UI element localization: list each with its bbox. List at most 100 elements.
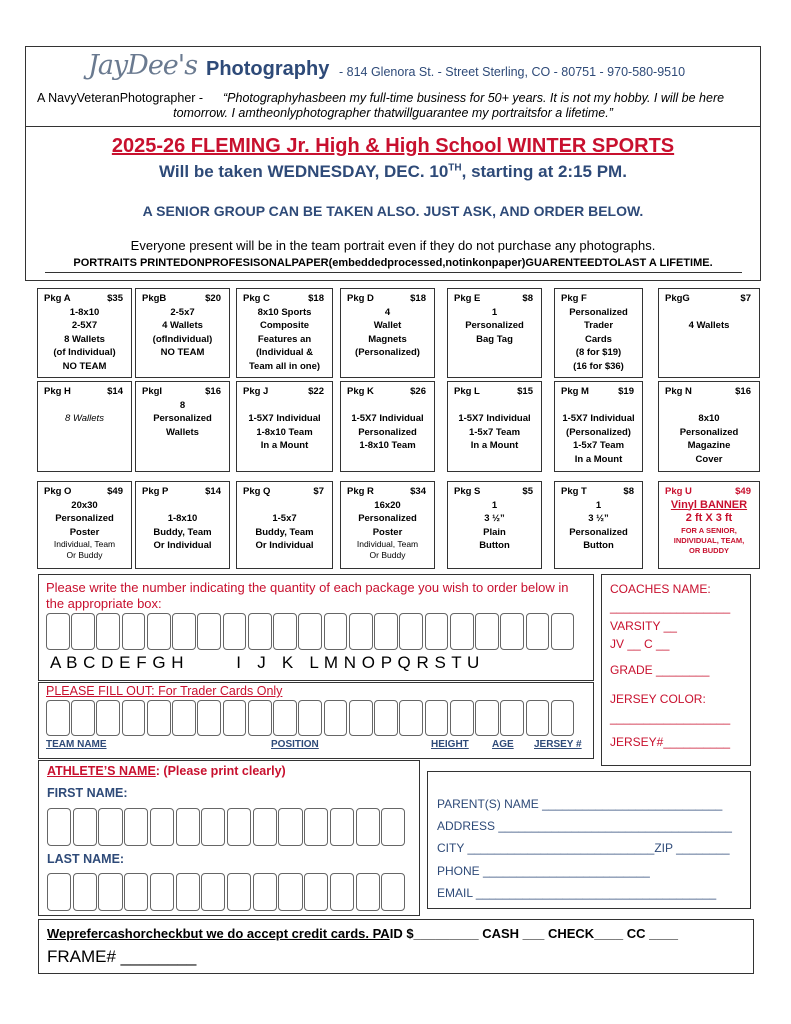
phone-field[interactable]: PHONE _________________________: [437, 864, 650, 878]
first-name-letter-box[interactable]: [329, 808, 355, 846]
first-name-letter-box[interactable]: [252, 808, 277, 846]
first-name-letter-box[interactable]: [72, 808, 97, 846]
package-name: Pkg E: [454, 293, 481, 304]
package-line: 1-5X7 Individual: [248, 413, 321, 424]
trader-card-input-box[interactable]: [121, 700, 146, 736]
last-name-letter-box[interactable]: [304, 873, 329, 911]
quantity-input-box[interactable]: [172, 613, 196, 650]
last-name-letter-box[interactable]: [201, 873, 226, 911]
first-name-letter-box[interactable]: [149, 808, 175, 846]
first-name-letter-box[interactable]: [47, 808, 72, 846]
quantity-input-box[interactable]: [348, 613, 373, 650]
trader-card-input-box[interactable]: [146, 700, 171, 736]
package-line: Features an: [257, 333, 312, 345]
quantity-input-box[interactable]: [71, 613, 95, 650]
trader-card-input-box[interactable]: [323, 700, 348, 736]
quantity-input-box[interactable]: [146, 613, 171, 650]
quantity-input-box[interactable]: [247, 613, 272, 650]
first-name-letter-box[interactable]: [124, 808, 149, 846]
package-line: [345, 399, 430, 413]
package-price: $16: [205, 386, 221, 397]
trader-card-input-box[interactable]: [298, 700, 323, 736]
trader-card-input-box[interactable]: [247, 700, 272, 736]
trader-card-input-box[interactable]: [550, 700, 575, 736]
city-zip-field[interactable]: CITY ____________________________ZIP ___…: [437, 841, 730, 855]
trader-card-input-box[interactable]: [348, 700, 373, 736]
last-name-letter-box[interactable]: [252, 873, 277, 911]
quantity-input-box[interactable]: [424, 613, 449, 650]
trader-card-input-box[interactable]: [374, 700, 398, 736]
email-field[interactable]: EMAIL __________________________________…: [437, 886, 717, 900]
trader-card-input-box[interactable]: [71, 700, 95, 736]
quantity-input-box[interactable]: [46, 613, 70, 650]
first-name-letter-box[interactable]: [381, 808, 406, 846]
last-name-letter-box[interactable]: [381, 873, 406, 911]
varsity-field[interactable]: VARSITY __: [610, 619, 677, 633]
quantity-input-box[interactable]: [121, 613, 146, 650]
trader-card-input-box[interactable]: [500, 700, 525, 736]
last-name-letter-box[interactable]: [149, 873, 175, 911]
quantity-input-box[interactable]: [273, 613, 297, 650]
package-name: Pkg R: [347, 486, 374, 497]
package-note: Individual, Team: [53, 539, 116, 549]
paid-field[interactable]: ID $_________ CASH ___ CHECK____ CC ____: [389, 926, 679, 941]
quantity-input-box[interactable]: [475, 613, 499, 650]
trader-card-input-box[interactable]: [475, 700, 499, 736]
last-name-letter-box[interactable]: [227, 873, 252, 911]
address-field[interactable]: ADDRESS ________________________________…: [437, 819, 732, 833]
first-name-letter-box[interactable]: [227, 808, 252, 846]
package-price: $18: [410, 293, 426, 304]
jv-c-field[interactable]: JV __ C __: [610, 637, 670, 651]
quantity-input-box[interactable]: [374, 613, 398, 650]
quantity-input-box[interactable]: [525, 613, 550, 650]
parent-name-field[interactable]: PARENT(S) NAME _________________________…: [437, 797, 723, 811]
coaches-name-field[interactable]: __________________: [610, 600, 731, 614]
trader-card-input-box[interactable]: [222, 700, 247, 736]
last-name-letter-box[interactable]: [355, 873, 380, 911]
quantity-input-box[interactable]: [323, 613, 348, 650]
trader-card-input-box[interactable]: [399, 700, 424, 736]
trader-card-input-box[interactable]: [46, 700, 70, 736]
trader-card-input-box[interactable]: [172, 700, 196, 736]
quantity-input-box[interactable]: [298, 613, 323, 650]
trader-card-input-box[interactable]: [424, 700, 449, 736]
event-title: 2025-26 FLEMING Jr. High & High School W…: [111, 135, 675, 157]
quote-line-1: “Photographyhasbeen my full-time busines…: [223, 91, 725, 105]
trader-card-input-box[interactable]: [197, 700, 222, 736]
last-name-letter-box[interactable]: [278, 873, 303, 911]
trader-card-input-box[interactable]: [449, 700, 474, 736]
package-line: Buddy, Team: [255, 526, 314, 538]
package-line: 4 Wallets: [688, 320, 730, 331]
address: - 814 Glenora St. - Street Sterling, CO …: [339, 65, 686, 79]
quantity-input-box[interactable]: [96, 613, 121, 650]
last-name-letter-box[interactable]: [98, 873, 123, 911]
quantity-input-box[interactable]: [449, 613, 474, 650]
last-name-letter-box[interactable]: [124, 873, 149, 911]
frame-number-field[interactable]: FRAME# ________: [47, 947, 197, 966]
first-name-letter-box[interactable]: [175, 808, 200, 846]
quantity-input-box[interactable]: [550, 613, 575, 650]
quantity-input-box[interactable]: [222, 613, 247, 650]
first-name-letter-box[interactable]: [304, 808, 329, 846]
quantity-input-box[interactable]: [197, 613, 222, 650]
quantity-input-box[interactable]: [500, 613, 525, 650]
last-name-letter-box[interactable]: [175, 873, 200, 911]
last-name-letter-box[interactable]: [72, 873, 97, 911]
last-name-letter-box[interactable]: [329, 873, 355, 911]
quantity-input-box[interactable]: [399, 613, 424, 650]
last-name-letter-box[interactable]: [47, 873, 72, 911]
jersey-color-field[interactable]: __________________: [610, 711, 731, 725]
package-line: Cover: [695, 453, 723, 465]
trader-card-input-box[interactable]: [525, 700, 550, 736]
grade-field[interactable]: GRADE ________: [610, 663, 710, 677]
package-pkgr: Pkg R $34 16x20 Personalized Poster Individua…: [340, 481, 435, 569]
first-name-letter-box[interactable]: [98, 808, 123, 846]
first-name-letter-box[interactable]: [201, 808, 226, 846]
first-name-letter-box[interactable]: [355, 808, 380, 846]
package-line: Personalized: [569, 306, 628, 318]
jersey-number-field[interactable]: JERSEY#__________: [610, 735, 731, 749]
first-name-letter-box[interactable]: [278, 808, 303, 846]
trader-card-input-box[interactable]: [96, 700, 121, 736]
athlete-heading-main: ATHLETE’S NAME: [47, 764, 156, 778]
trader-card-input-box[interactable]: [273, 700, 297, 736]
